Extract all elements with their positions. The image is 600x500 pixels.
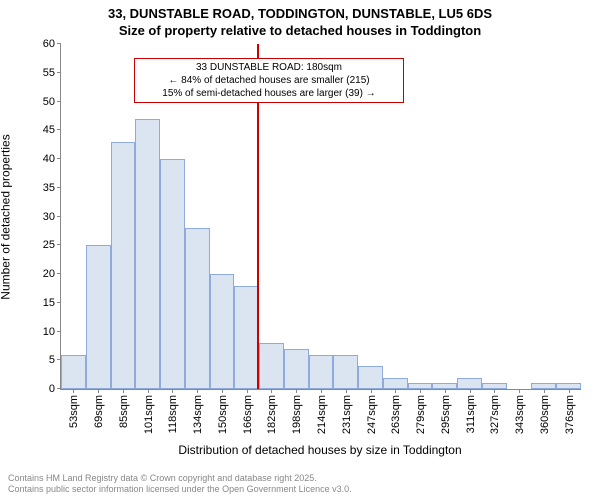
histogram-bar xyxy=(309,355,334,390)
x-tick-label: 118sqm xyxy=(165,395,179,433)
x-tick-label: 360sqm xyxy=(537,395,551,434)
histogram-bar xyxy=(383,378,408,390)
x-tick-mark xyxy=(470,389,471,393)
y-tick-label: 20 xyxy=(43,268,61,280)
x-tick-mark xyxy=(445,389,446,393)
annotation-line: ← 84% of detached houses are smaller (21… xyxy=(141,74,397,87)
x-tick-mark xyxy=(395,389,396,393)
x-tick-mark xyxy=(73,389,74,393)
x-axis-label: Distribution of detached houses by size … xyxy=(60,443,580,457)
y-tick-mark xyxy=(57,43,61,44)
x-tick-mark xyxy=(222,389,223,393)
chart-title: 33, DUNSTABLE ROAD, TODDINGTON, DUNSTABL… xyxy=(0,0,600,40)
x-tick-mark xyxy=(519,389,520,393)
footer-line-2: Contains public sector information licen… xyxy=(8,484,352,496)
y-tick-label: 55 xyxy=(43,67,61,79)
x-tick-label: 166sqm xyxy=(240,395,254,434)
x-tick-mark xyxy=(247,389,248,393)
x-tick-label: 85sqm xyxy=(116,395,130,428)
x-tick-label: 231sqm xyxy=(339,395,353,434)
y-tick-mark xyxy=(57,244,61,245)
histogram-bar xyxy=(160,159,185,389)
x-tick-label: 327sqm xyxy=(487,395,501,434)
x-tick-label: 182sqm xyxy=(264,395,278,434)
footer-line-1: Contains HM Land Registry data © Crown c… xyxy=(8,473,352,485)
footer-attribution: Contains HM Land Registry data © Crown c… xyxy=(8,473,352,496)
x-tick-label: 134sqm xyxy=(190,395,204,434)
x-tick-label: 263sqm xyxy=(388,395,402,434)
x-tick-label: 247sqm xyxy=(364,395,378,434)
y-tick-label: 5 xyxy=(49,354,61,366)
x-tick-mark xyxy=(420,389,421,393)
x-tick-mark xyxy=(148,389,149,393)
x-tick-mark xyxy=(321,389,322,393)
y-tick-mark xyxy=(57,388,61,389)
y-tick-mark xyxy=(57,158,61,159)
x-tick-label: 198sqm xyxy=(289,395,303,434)
x-tick-mark xyxy=(371,389,372,393)
y-tick-label: 10 xyxy=(43,326,61,338)
y-tick-mark xyxy=(57,302,61,303)
x-tick-mark xyxy=(494,389,495,393)
histogram-bar xyxy=(284,349,309,389)
chart-container: 33, DUNSTABLE ROAD, TODDINGTON, DUNSTABL… xyxy=(0,0,600,500)
histogram-bar xyxy=(185,228,210,389)
histogram-bar xyxy=(111,142,136,389)
x-tick-label: 311sqm xyxy=(463,395,477,433)
x-tick-mark xyxy=(98,389,99,393)
histogram-bar xyxy=(333,355,358,390)
y-tick-mark xyxy=(57,216,61,217)
y-tick-label: 30 xyxy=(43,211,61,223)
x-tick-label: 150sqm xyxy=(215,395,229,434)
x-tick-label: 101sqm xyxy=(141,395,155,434)
x-tick-mark xyxy=(346,389,347,393)
y-tick-label: 40 xyxy=(43,153,61,165)
histogram-bar xyxy=(61,355,86,390)
x-tick-mark xyxy=(569,389,570,393)
x-tick-label: 376sqm xyxy=(562,395,576,434)
y-tick-label: 35 xyxy=(43,182,61,194)
histogram-bar xyxy=(259,343,284,389)
y-tick-mark xyxy=(57,72,61,73)
plot-area: 05101520253035404550556053sqm69sqm85sqm1… xyxy=(60,44,581,390)
annotation-line: 15% of semi-detached houses are larger (… xyxy=(141,87,397,100)
y-tick-mark xyxy=(57,359,61,360)
histogram-bar xyxy=(234,286,259,390)
x-tick-label: 295sqm xyxy=(438,395,452,434)
y-tick-mark xyxy=(57,187,61,188)
y-tick-label: 60 xyxy=(43,38,61,50)
y-tick-mark xyxy=(57,129,61,130)
x-tick-mark xyxy=(544,389,545,393)
histogram-bar xyxy=(210,274,235,389)
title-line-1: 33, DUNSTABLE ROAD, TODDINGTON, DUNSTABL… xyxy=(0,6,600,23)
annotation-box: 33 DUNSTABLE ROAD: 180sqm← 84% of detach… xyxy=(134,58,404,103)
x-tick-mark xyxy=(271,389,272,393)
title-line-2: Size of property relative to detached ho… xyxy=(0,23,600,40)
y-tick-label: 15 xyxy=(43,297,61,309)
y-axis-label: Number of detached properties xyxy=(0,44,13,389)
annotation-line: 33 DUNSTABLE ROAD: 180sqm xyxy=(141,61,397,74)
x-tick-label: 214sqm xyxy=(314,395,328,434)
histogram-bar xyxy=(86,245,111,389)
x-tick-label: 279sqm xyxy=(413,395,427,434)
y-tick-mark xyxy=(57,273,61,274)
histogram-bar xyxy=(135,119,160,389)
histogram-bar xyxy=(358,366,383,389)
y-tick-label: 25 xyxy=(43,239,61,251)
x-tick-mark xyxy=(123,389,124,393)
x-tick-mark xyxy=(296,389,297,393)
x-tick-mark xyxy=(197,389,198,393)
y-tick-label: 0 xyxy=(49,383,61,395)
x-tick-label: 69sqm xyxy=(91,395,105,428)
y-tick-label: 45 xyxy=(43,124,61,136)
x-tick-label: 53sqm xyxy=(66,395,80,428)
histogram-bar xyxy=(457,378,482,390)
x-tick-mark xyxy=(172,389,173,393)
y-tick-mark xyxy=(57,331,61,332)
x-tick-label: 343sqm xyxy=(512,395,526,434)
y-tick-label: 50 xyxy=(43,96,61,108)
y-tick-mark xyxy=(57,101,61,102)
